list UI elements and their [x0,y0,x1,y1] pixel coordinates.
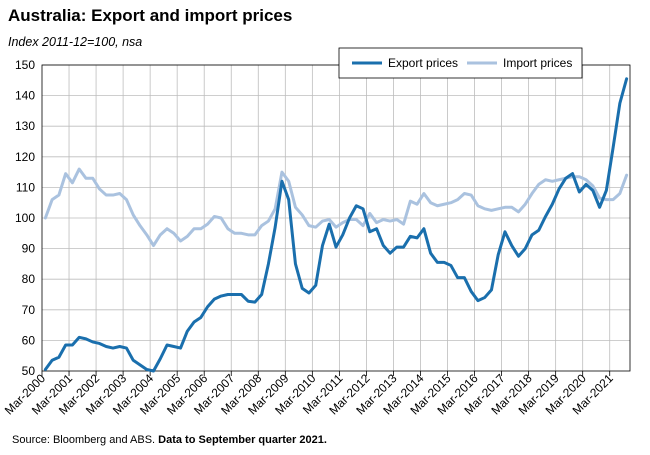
y-tick-label: 50 [22,364,36,378]
source-note: Source: Bloomberg and ABS. Data to Septe… [12,434,327,446]
y-tick-label: 150 [15,58,35,72]
series-lines [43,77,629,373]
plot-frame [41,64,631,372]
chart-subtitle: Index 2011-12=100, nsa [8,35,143,49]
y-tick-label: 130 [15,119,35,133]
gridlines [42,64,630,371]
y-tick-label: 90 [22,242,36,256]
source-bold-text: Data to September quarter 2021. [158,434,327,446]
source-text: Source: Bloomberg and ABS. [12,434,159,446]
chart-title: Australia: Export and import prices [8,6,293,25]
y-tick-label: 80 [22,272,36,286]
legend: Export prices Import prices [338,47,583,79]
export-prices-line [43,77,629,373]
import-prices-line [43,167,629,248]
y-tick-label: 120 [15,150,35,164]
y-tick-label: 100 [15,211,35,225]
y-tick-label: 140 [15,89,35,103]
y-tick-label: 70 [22,303,36,317]
legend-label-import: Import prices [503,56,572,70]
legend-label-export: Export prices [388,56,458,70]
y-tick-label: 60 [22,333,36,347]
y-tick-label: 110 [16,180,35,194]
